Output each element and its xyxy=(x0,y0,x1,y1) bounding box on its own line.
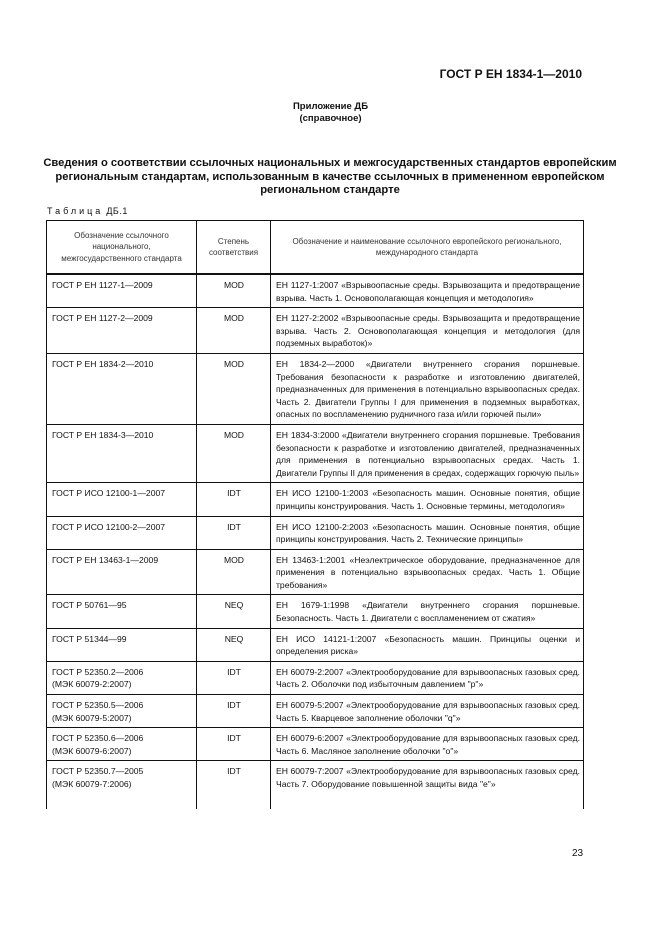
degree-cell: NEQ xyxy=(196,594,271,629)
section-title: Сведения о соответствии ссылочных национ… xyxy=(43,157,617,196)
header-national-standard: Обозначение ссылочного национального, ме… xyxy=(46,220,197,275)
national-standard-cell: ГОСТ Р ИСО 12100-1—2007 xyxy=(46,482,197,517)
page-number: 23 xyxy=(572,848,584,859)
national-standard-cell: ГОСТ Р 50761—95 xyxy=(46,594,197,629)
table-header-row: Обозначение ссылочного национального, ме… xyxy=(46,220,584,275)
national-standard-cell: ГОСТ Р 52350.2—2006 (МЭК 60079-2:2007) xyxy=(46,660,197,696)
european-standard-cell: ЕН 60079-6:2007 «Электрооборудование для… xyxy=(270,727,584,762)
national-standard: ГОСТ Р 50761—95 xyxy=(52,600,127,611)
european-standard-cell: ЕН 1127-1:2007 «Взрывоопасные среды. Взр… xyxy=(270,273,584,309)
national-standard-cell: ГОСТ Р 51344—99 xyxy=(46,627,197,662)
table-row: ГОСТ Р ЕН 13463-1—2009 MOD ЕН 13463-1:2001… xyxy=(46,548,584,596)
national-standard-cell: ГОСТ Р ЕН 1834-2—2010 xyxy=(46,352,197,425)
national-standard-cell: ГОСТ Р ИСО 12100-2—2007 xyxy=(46,515,197,550)
national-standard: ГОСТ Р 52350.6—2006 xyxy=(52,733,144,744)
european-standard-cell: ЕН ИСО 12100-1:2003 «Безопасность машин.… xyxy=(270,482,584,517)
national-standard: ГОСТ Р ЕН 1834-2—2010 xyxy=(52,358,154,369)
degree-cell: MOD xyxy=(196,352,271,425)
european-standard-cell: ЕН ИСО 12100-2:2003 «Безопасность машин.… xyxy=(270,515,584,550)
appendix-heading: Приложение ДБ (справочное) xyxy=(0,101,661,125)
national-standard: ГОСТ Р ЕН 1127-2—2009 xyxy=(52,313,153,324)
degree-cell: IDT xyxy=(196,727,271,762)
national-standard: ГОСТ Р 52350.2—2006 xyxy=(52,666,144,677)
degree-cell: IDT xyxy=(196,760,271,810)
european-standard-cell: ЕН 1679-1:1998 «Двигатели внутреннего сг… xyxy=(270,594,584,629)
appendix-subtitle: (справочное) xyxy=(299,113,362,124)
degree-cell: MOD xyxy=(196,273,271,309)
national-standard-iec: (МЭК 60079-2:2007) xyxy=(52,679,132,690)
degree-cell: IDT xyxy=(196,482,271,517)
national-standard-iec: (МЭК 60079-6:2007) xyxy=(52,745,132,756)
national-standard: ГОСТ Р ЕН 13463-1—2009 xyxy=(52,554,159,565)
national-standard: ГОСТ Р ИСО 12100-2—2007 xyxy=(52,521,166,532)
european-standard-cell: ЕН 60079-5:2007 «Электрооборудование для… xyxy=(270,694,584,729)
national-standard-cell: ГОСТ Р ЕН 13463-1—2009 xyxy=(46,548,197,596)
european-standard-cell: ЕН 1834-2—2000 «Двигатели внутреннего сг… xyxy=(270,352,584,425)
national-standard-iec: (МЭК 60079-7:2006) xyxy=(52,779,132,789)
table-row: ГОСТ Р 51344—99 NEQ ЕН ИСО 14121-1:2007 «Б… xyxy=(46,627,584,662)
table-row: ГОСТ Р 52350.6—2006 (МЭК 60079-6:2007) IDT… xyxy=(46,727,584,762)
european-standard-cell: ЕН 60079-2:2007 «Электрооборудование для… xyxy=(270,660,584,696)
degree-cell: MOD xyxy=(196,548,271,596)
table-row: ГОСТ Р 52350.5—2006 (МЭК 60079-5:2007) IDT… xyxy=(46,694,584,729)
national-standard: ГОСТ Р ЕН 1127-1—2009 xyxy=(52,280,153,290)
national-standard-cell: ГОСТ Р ЕН 1127-1—2009 xyxy=(46,273,197,309)
european-standard-cell: ЕН 1834-3:2000 «Двигатели внутреннего сг… xyxy=(270,423,584,484)
table-caption-word: Таблица xyxy=(47,206,104,216)
national-standard-iec: (МЭК 60079-5:2007) xyxy=(52,712,132,723)
national-standard: ГОСТ Р ЕН 1834-3—2010 xyxy=(52,429,154,440)
national-standard-cell: ГОСТ Р ЕН 1127-2—2009 xyxy=(46,307,197,354)
degree-cell: IDT xyxy=(196,660,271,696)
header-degree: Степень соответствия xyxy=(196,220,271,275)
national-standard-cell: ГОСТ Р ЕН 1834-3—2010 xyxy=(46,423,197,484)
table-caption: Таблица ДБ.1 xyxy=(47,206,128,216)
national-standard-cell: ГОСТ Р 52350.6—2006 (МЭК 60079-6:2007) xyxy=(46,727,197,762)
table-row: ГОСТ Р ЕН 1127-2—2009 MOD ЕН 1127-2:2002 «… xyxy=(46,307,584,354)
national-standard: ГОСТ Р 51344—99 xyxy=(52,633,127,644)
national-standard: ГОСТ Р ИСО 12100-1—2007 xyxy=(52,488,166,499)
degree-cell: IDT xyxy=(196,694,271,729)
table-row: ГОСТ Р ИСО 12100-1—2007 IDT ЕН ИСО 12100-1… xyxy=(46,482,584,517)
header-european-standard: Обозначение и наименование ссылочного ев… xyxy=(270,220,584,275)
european-standard-cell: ЕН 1127-2:2002 «Взрывоопасные среды. Взр… xyxy=(270,307,584,354)
table-row: ГОСТ Р ЕН 1834-2—2010 MOD ЕН 1834-2—2000 «… xyxy=(46,352,584,425)
national-standard: ГОСТ Р 52350.7—2005 xyxy=(52,766,144,777)
degree-cell: MOD xyxy=(196,423,271,484)
national-standard-cell: ГОСТ Р 52350.7—2005 (МЭК 60079-7:2006) xyxy=(46,760,197,810)
table-row: ГОСТ Р 50761—95 NEQ ЕН 1679-1:1998 «Двигат… xyxy=(46,594,584,629)
correspondence-table: Обозначение ссылочного национального, ме… xyxy=(46,220,584,810)
national-standard-cell: ГОСТ Р 52350.5—2006 (МЭК 60079-5:2007) xyxy=(46,694,197,729)
european-standard-cell: ЕН ИСО 14121-1:2007 «Безопасность машин.… xyxy=(270,627,584,662)
appendix-title: Приложение ДБ xyxy=(292,101,369,112)
degree-cell: NEQ xyxy=(196,627,271,662)
document-code: ГОСТ Р ЕН 1834-1—2010 xyxy=(439,67,582,81)
table-caption-number: ДБ.1 xyxy=(106,206,128,216)
degree-cell: MOD xyxy=(196,307,271,354)
table-row: ГОСТ Р 52350.7—2005 (МЭК 60079-7:2006) IDT… xyxy=(46,760,584,810)
table-row: ГОСТ Р ЕН 1127-1—2009 MOD ЕН 1127-1:2007 «… xyxy=(46,273,584,309)
degree-cell: IDT xyxy=(196,515,271,550)
table-row: ГОСТ Р ЕН 1834-3—2010 MOD ЕН 1834-3:2000 «… xyxy=(46,423,584,484)
table-row: ГОСТ Р ИСО 12100-2—2007 IDT ЕН ИСО 12100-2… xyxy=(46,515,584,550)
national-standard: ГОСТ Р 52350.5—2006 xyxy=(52,700,144,711)
european-standard-cell: ЕН 60079-7:2007 «Электрооборудование для… xyxy=(270,760,584,810)
european-standard-cell: ЕН 13463-1:2001 «Неэлектрическое оборудо… xyxy=(270,548,584,596)
table-row: ГОСТ Р 52350.2—2006 (МЭК 60079-2:2007) IDT… xyxy=(46,660,584,696)
